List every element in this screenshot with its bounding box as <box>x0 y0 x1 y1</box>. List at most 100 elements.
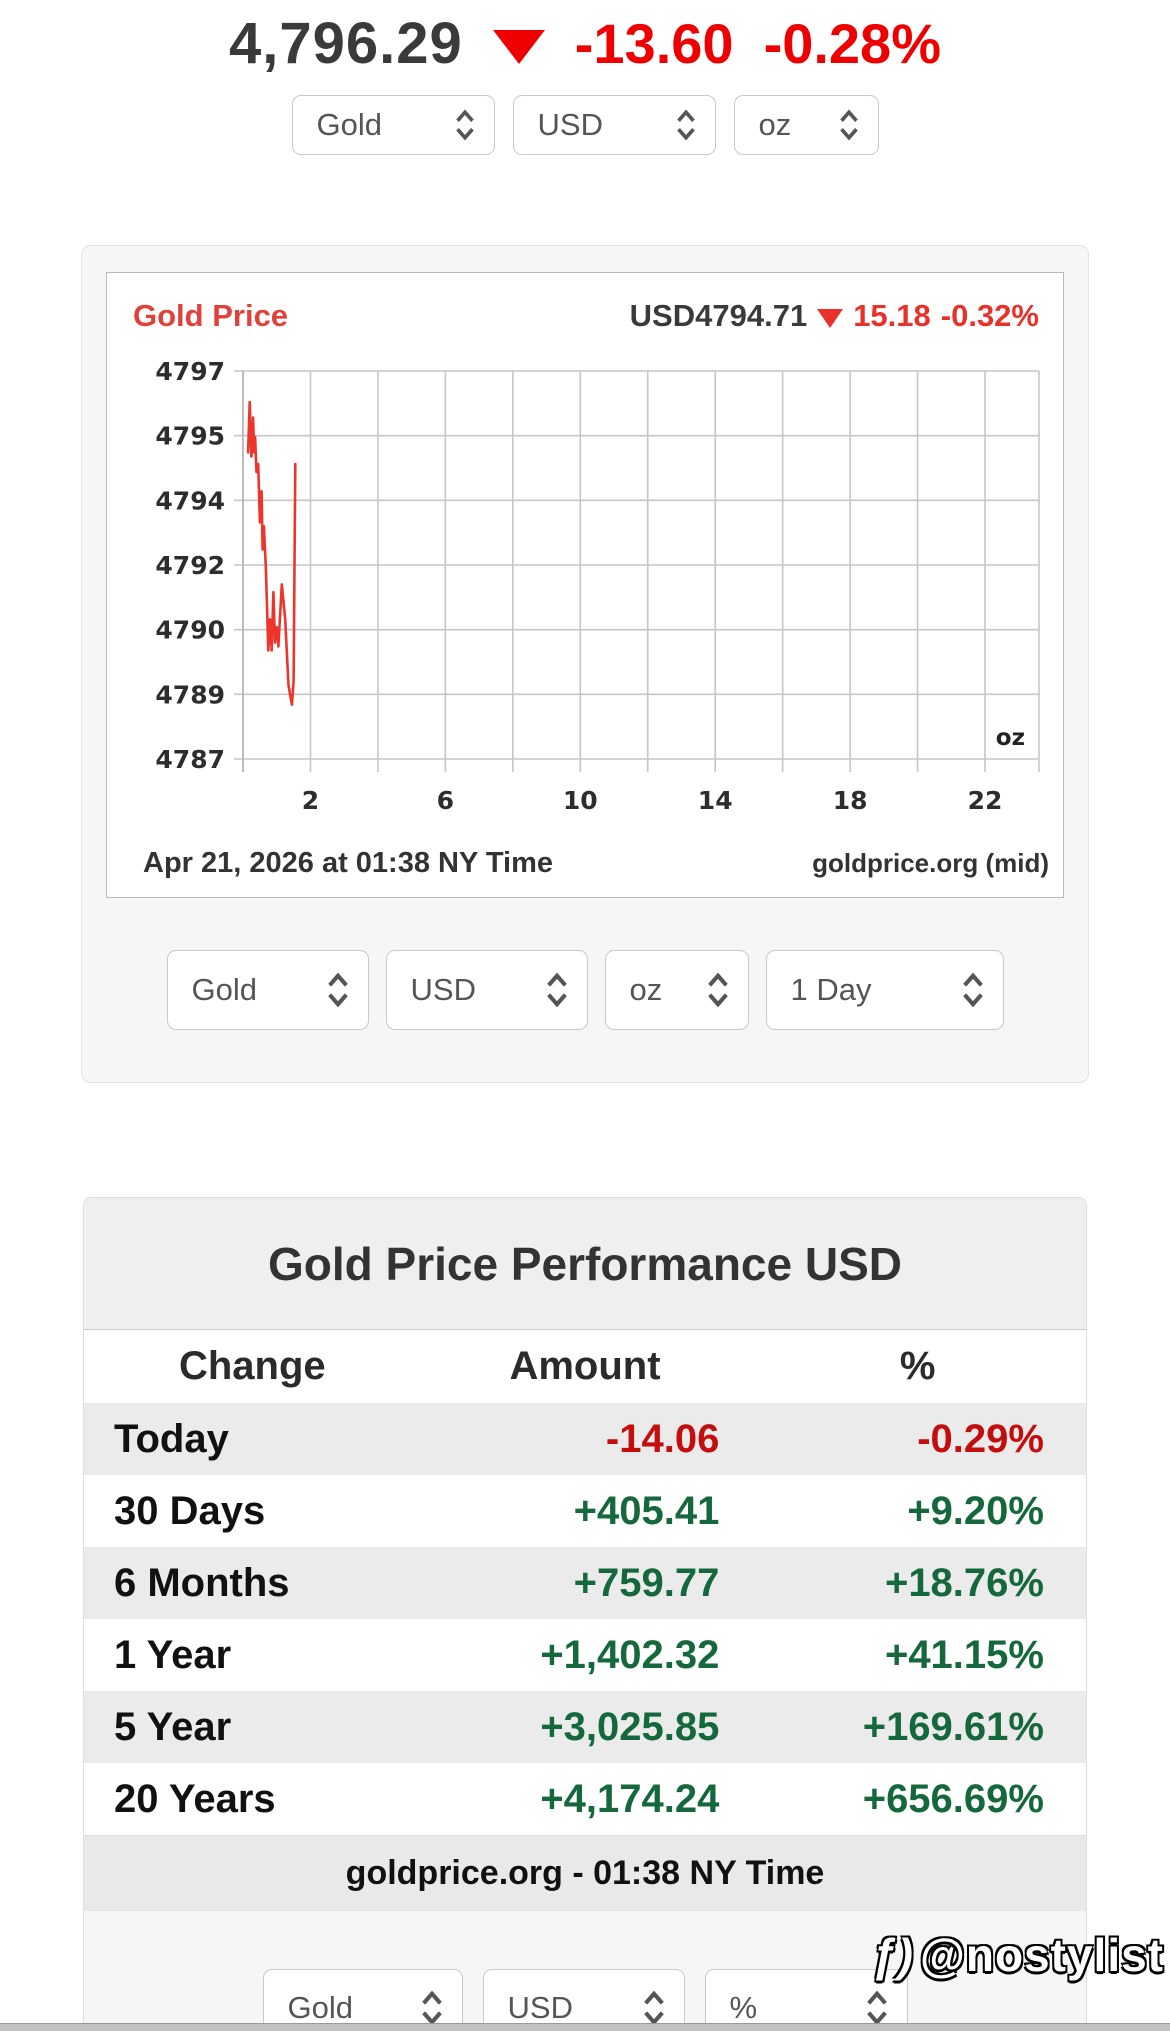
bottom-display-mode-select[interactable]: % <box>704 1969 908 2030</box>
row-label: 1 Year <box>114 1632 232 1677</box>
performance-table-header: Change Amount % <box>84 1330 1086 1403</box>
performance-title-band: Gold Price Performance USD <box>84 1198 1086 1330</box>
price-line <box>246 400 297 707</box>
bottom-metal-select[interactable]: Gold <box>262 1969 463 2030</box>
watermark-handle: @nostylist <box>920 1929 1164 1981</box>
performance-card: Gold Price Performance USD Change Amount… <box>83 1197 1087 2031</box>
bottom-currency-select-value: USD <box>507 1990 573 2025</box>
y-axis-label: 4787 <box>155 745 225 774</box>
bottom-currency-select[interactable]: USD <box>482 1969 685 2030</box>
x-axis-label: 2 <box>302 786 319 815</box>
chart-selector-row: Gold USD oz 1 Day <box>82 950 1088 1030</box>
chart-currency-select-value: USD <box>410 972 476 1007</box>
updown-chevrons-icon <box>676 109 695 141</box>
row-label: 30 Days <box>114 1488 266 1533</box>
chart-timerange-select-value: 1 Day <box>790 972 872 1007</box>
chart-card: Gold Price USD4794.71 15.18 -0.32% 4797 4… <box>81 245 1089 1083</box>
row-amount: +4,174.24 <box>540 1776 720 1821</box>
column-header-percent: % <box>899 1344 936 1388</box>
row-amount: -14.06 <box>605 1416 720 1461</box>
price-change: -13.60 <box>574 12 734 75</box>
row-label: 6 Months <box>114 1560 290 1605</box>
column-header-change: Change <box>178 1344 326 1388</box>
chart-quote-price: USD4794.71 <box>629 298 808 333</box>
gold-price-line-chart: 4797 4795 4794 4792 4790 4789 4787 2 6 10 14 18 22 oz <box>155 357 1040 815</box>
chart-title: Gold Price <box>133 298 289 333</box>
row-percent: +9.20% <box>907 1488 1044 1533</box>
chart-quote: USD4794.71 15.18 -0.32% <box>630 298 1039 334</box>
row-amount: +405.41 <box>573 1488 720 1533</box>
metal-select-value: Gold <box>316 107 382 142</box>
chart-timestamp: Apr 21, 2026 at 01:38 NY Time <box>143 847 553 879</box>
updown-chevrons-icon <box>866 1990 887 2026</box>
chart-unit-select-value: oz <box>629 972 663 1007</box>
performance-footer-band: goldprice.org - 01:38 NY Time <box>84 1835 1086 1911</box>
column-header-amount: Amount <box>509 1344 661 1388</box>
top-selector-row: Gold USD oz <box>0 95 1170 155</box>
bottom-display-mode-select-value: % <box>729 1990 758 2025</box>
table-row: Today -14.06 -0.29% <box>84 1403 1086 1475</box>
x-axis-label: 10 <box>563 786 598 815</box>
updown-chevrons-icon <box>455 109 474 141</box>
row-label: 5 Year <box>114 1704 232 1749</box>
x-axis-label: 18 <box>833 786 868 815</box>
bottom-edge-strip <box>0 2023 1170 2031</box>
chart-box: Gold Price USD4794.71 15.18 -0.32% 4797 4… <box>106 272 1064 898</box>
currency-select-value: USD <box>537 107 603 142</box>
updown-chevrons-icon <box>839 109 858 141</box>
chart-quote-change: 15.18 <box>853 298 931 333</box>
table-row: 6 Months +759.77 +18.76% <box>84 1547 1086 1619</box>
chart-unit-select[interactable]: oz <box>604 950 749 1030</box>
row-label: Today <box>114 1416 229 1461</box>
chart-currency-select[interactable]: USD <box>385 950 588 1030</box>
price-header: 4,796.29 -13.60 -0.28% <box>0 10 1170 77</box>
table-row: 1 Year +1,402.32 +41.15% <box>84 1619 1086 1691</box>
current-price: 4,796.29 <box>228 11 463 76</box>
y-axis-label: 4789 <box>155 680 225 709</box>
performance-footer-text: goldprice.org - 01:38 NY Time <box>345 1854 825 1892</box>
chart-unit-label: oz <box>996 725 1025 751</box>
updown-chevrons-icon <box>707 972 728 1008</box>
down-triangle-icon <box>817 308 844 328</box>
x-axis-label: 22 <box>968 786 1003 815</box>
chart-footer: Apr 21, 2026 at 01:38 NY Time goldprice.… <box>107 845 1063 880</box>
y-axis-label: 4790 <box>155 616 225 645</box>
performance-bottom-section: Gold USD % <box>84 1911 1086 2030</box>
y-axis-label: 4797 <box>155 357 225 386</box>
bottom-metal-select-value: Gold <box>287 1990 353 2025</box>
unit-select[interactable]: oz <box>733 95 879 155</box>
table-row: 5 Year +3,025.85 +169.61% <box>84 1691 1086 1763</box>
chart-source: goldprice.org (mid) <box>812 848 1049 878</box>
updown-chevrons-icon <box>962 972 983 1008</box>
down-triangle-icon <box>492 29 545 64</box>
y-axis-label: 4792 <box>155 551 225 580</box>
row-percent: +41.15% <box>884 1632 1044 1677</box>
price-change-percent: -0.28% <box>763 12 941 75</box>
chart-timerange-select[interactable]: 1 Day <box>765 950 1004 1030</box>
row-amount: +1,402.32 <box>540 1632 720 1677</box>
performance-title: Gold Price Performance USD <box>268 1237 902 1290</box>
table-row: 30 Days +405.41 +9.20% <box>84 1475 1086 1547</box>
watermark: ƒ) @nostylist <box>871 1928 1164 1982</box>
chart-title-row: Gold Price USD4794.71 15.18 -0.32% <box>107 273 1063 345</box>
row-percent: +18.76% <box>884 1560 1044 1605</box>
x-axis-label: 6 <box>437 786 454 815</box>
row-amount: +759.77 <box>573 1560 720 1605</box>
bottom-selector-row: Gold USD % <box>84 1969 1086 2030</box>
performance-table-body: Today -14.06 -0.29% 30 Days +405.41 +9.20% 6 M… <box>84 1403 1086 1835</box>
updown-chevrons-icon <box>421 1990 442 2026</box>
currency-select[interactable]: USD <box>512 95 716 155</box>
y-axis-label: 4794 <box>155 486 225 515</box>
row-label: 20 Years <box>114 1776 276 1821</box>
updown-chevrons-icon <box>327 972 348 1008</box>
chart-metal-select-value: Gold <box>191 972 257 1007</box>
row-percent: +656.69% <box>862 1776 1044 1821</box>
metal-select[interactable]: Gold <box>291 95 495 155</box>
table-row: 20 Years +4,174.24 +656.69% <box>84 1763 1086 1835</box>
row-amount: +3,025.85 <box>540 1704 720 1749</box>
chart-quote-change-percent: -0.32% <box>940 298 1039 333</box>
watermark-logo-icon: ƒ) <box>871 1929 914 1981</box>
y-axis-label: 4795 <box>155 422 225 451</box>
x-axis-label: 14 <box>698 786 733 815</box>
chart-metal-select[interactable]: Gold <box>166 950 369 1030</box>
